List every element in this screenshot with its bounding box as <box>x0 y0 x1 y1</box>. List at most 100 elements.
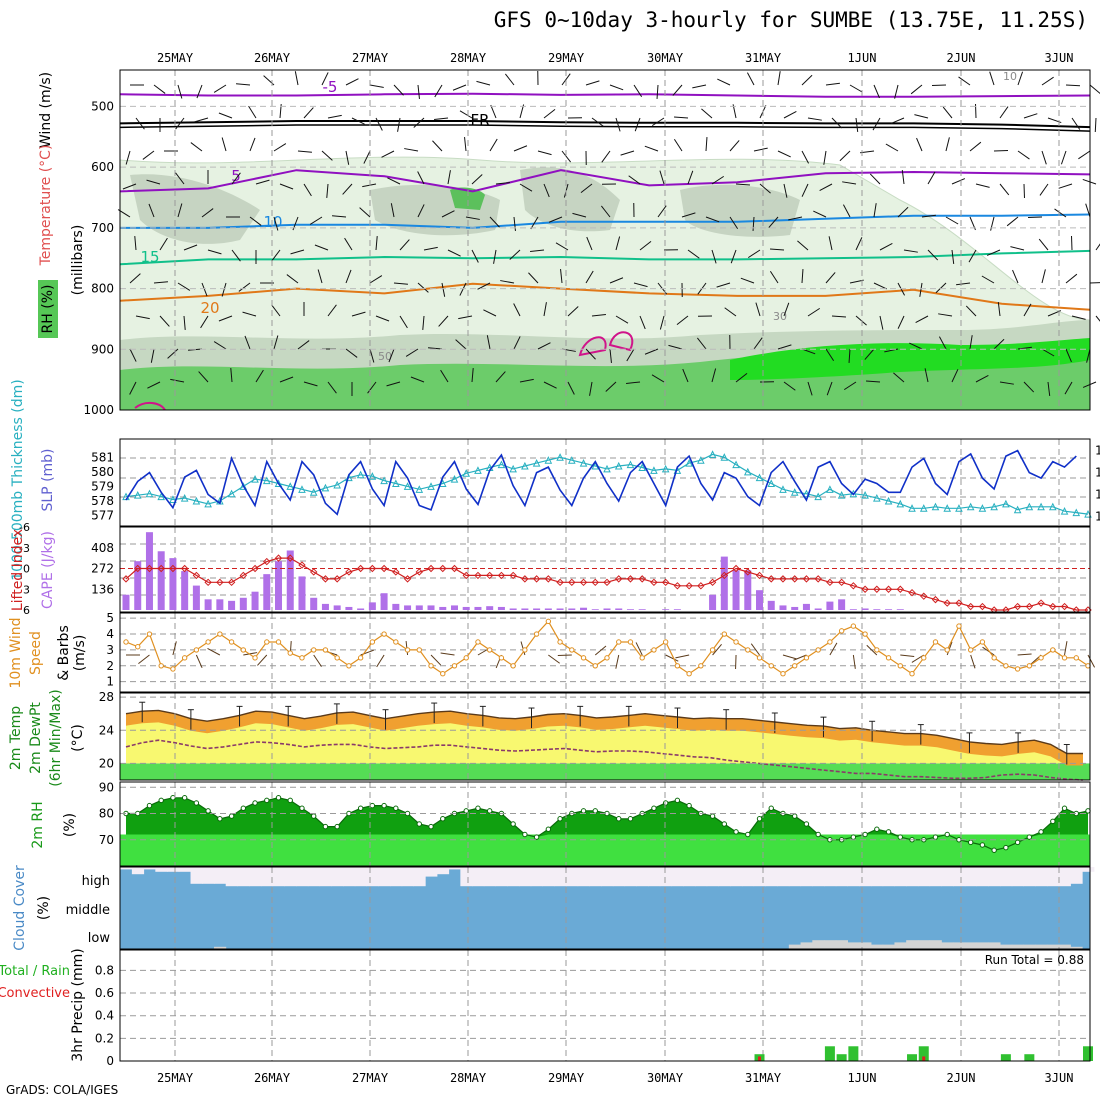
cloud-high-clear <box>260 867 274 887</box>
wind-barb-10m <box>982 646 995 656</box>
wind-barb <box>170 378 185 383</box>
thickness-point <box>509 464 517 473</box>
wind-barb <box>423 246 438 251</box>
thickness-point <box>474 466 482 474</box>
cloud-high-clear <box>120 867 133 870</box>
wind-barb <box>249 137 256 152</box>
wind-barb <box>849 279 864 284</box>
wind-barb-10m <box>793 654 807 661</box>
wind-barb <box>221 282 227 297</box>
wind-point <box>862 631 868 637</box>
lifted-point <box>169 564 177 573</box>
wind-barb <box>956 282 971 286</box>
wind-barb <box>769 270 779 284</box>
thickness-point <box>1060 507 1069 515</box>
date-tick-bottom: 25MAY <box>157 1071 194 1085</box>
wind10m-axis-label: Speed <box>28 631 44 675</box>
lifted-point <box>216 578 224 587</box>
thickness-point <box>837 491 846 499</box>
thickness-point <box>943 504 952 512</box>
wind-barb <box>122 183 137 190</box>
wind-barb <box>759 183 771 194</box>
wind-barb <box>1023 381 1035 393</box>
wind-barb <box>729 216 739 230</box>
wind-point <box>404 647 411 653</box>
wind-barb <box>327 114 342 119</box>
minmax-axis-label: (6hr Min/Max) <box>48 689 64 786</box>
wind-barb <box>609 348 612 363</box>
wind-barb <box>464 137 467 152</box>
wind-barb <box>945 137 950 152</box>
wind-point <box>475 639 481 645</box>
cloud-high-clear <box>155 867 168 872</box>
thickness-point <box>743 467 752 476</box>
wind-barb <box>399 315 408 329</box>
cloud-high-clear <box>272 867 285 887</box>
wind-barb <box>659 315 665 330</box>
cape-bar <box>885 609 893 610</box>
wind-barb <box>747 249 761 259</box>
precip-tick: 0.2 <box>95 1031 114 1045</box>
isotherm-15 <box>119 249 1091 266</box>
wind-point <box>510 663 516 669</box>
wind-barb <box>125 150 131 165</box>
lifted-point <box>544 575 553 583</box>
wind-barb <box>417 282 429 293</box>
wind-point <box>1003 663 1009 669</box>
wind-barb <box>387 177 401 185</box>
wind-barb <box>369 275 383 284</box>
wind-point <box>803 655 810 661</box>
wind-barb-10m <box>782 654 797 660</box>
wind-barb <box>828 236 833 251</box>
lifted-point <box>661 578 670 587</box>
wind-point <box>463 655 469 661</box>
date-tick-bottom: 30MAY <box>647 1071 684 1085</box>
cloud-tick-middle: middle <box>66 903 110 918</box>
wind-barb <box>681 212 696 218</box>
cloud-high-clear <box>765 867 778 887</box>
wind-barb <box>177 282 191 291</box>
cloud-high-clear <box>882 867 895 887</box>
lifted-point <box>521 575 529 583</box>
wind-barb <box>344 237 353 251</box>
thickness-point <box>1072 508 1081 517</box>
cape-bar <box>767 600 775 610</box>
cape-bar <box>814 608 822 610</box>
wind-point <box>792 663 798 669</box>
wind-barb <box>865 380 881 383</box>
wind-barb <box>153 84 166 94</box>
wind-point <box>604 655 610 661</box>
rh-point <box>416 821 422 827</box>
wind-barb <box>730 249 737 264</box>
wind-barb <box>644 348 659 355</box>
wind-barb <box>993 338 1005 350</box>
thickness-point <box>380 476 388 485</box>
contour-label: FR <box>470 111 489 129</box>
wind-point <box>874 647 880 653</box>
wind-barb <box>375 117 383 131</box>
wind-barb-10m <box>376 654 385 668</box>
lifted-point <box>779 575 787 583</box>
lifted-point <box>873 585 881 593</box>
wind-barb <box>801 268 804 284</box>
wind-barb <box>167 348 179 359</box>
rh-point <box>1003 844 1009 851</box>
wind-barb <box>294 71 299 86</box>
wind-barb <box>399 239 410 251</box>
lifted-point <box>673 582 682 590</box>
wind-barb <box>910 84 923 95</box>
cloud-high-clear <box>530 867 543 887</box>
cloud-high-clear <box>601 867 614 887</box>
cape-bar <box>216 599 224 610</box>
cloud-high-clear <box>507 867 520 887</box>
wind-barb-10m <box>1087 654 1096 668</box>
rh-point <box>944 831 950 838</box>
rh-point <box>510 821 516 827</box>
series-thickness <box>125 453 1089 515</box>
wind-point <box>897 663 903 669</box>
wind-barb <box>190 142 203 152</box>
wind-barb <box>843 381 857 391</box>
wind-barb <box>894 84 899 99</box>
wind-barb <box>801 74 813 86</box>
rh-point <box>1050 818 1056 825</box>
